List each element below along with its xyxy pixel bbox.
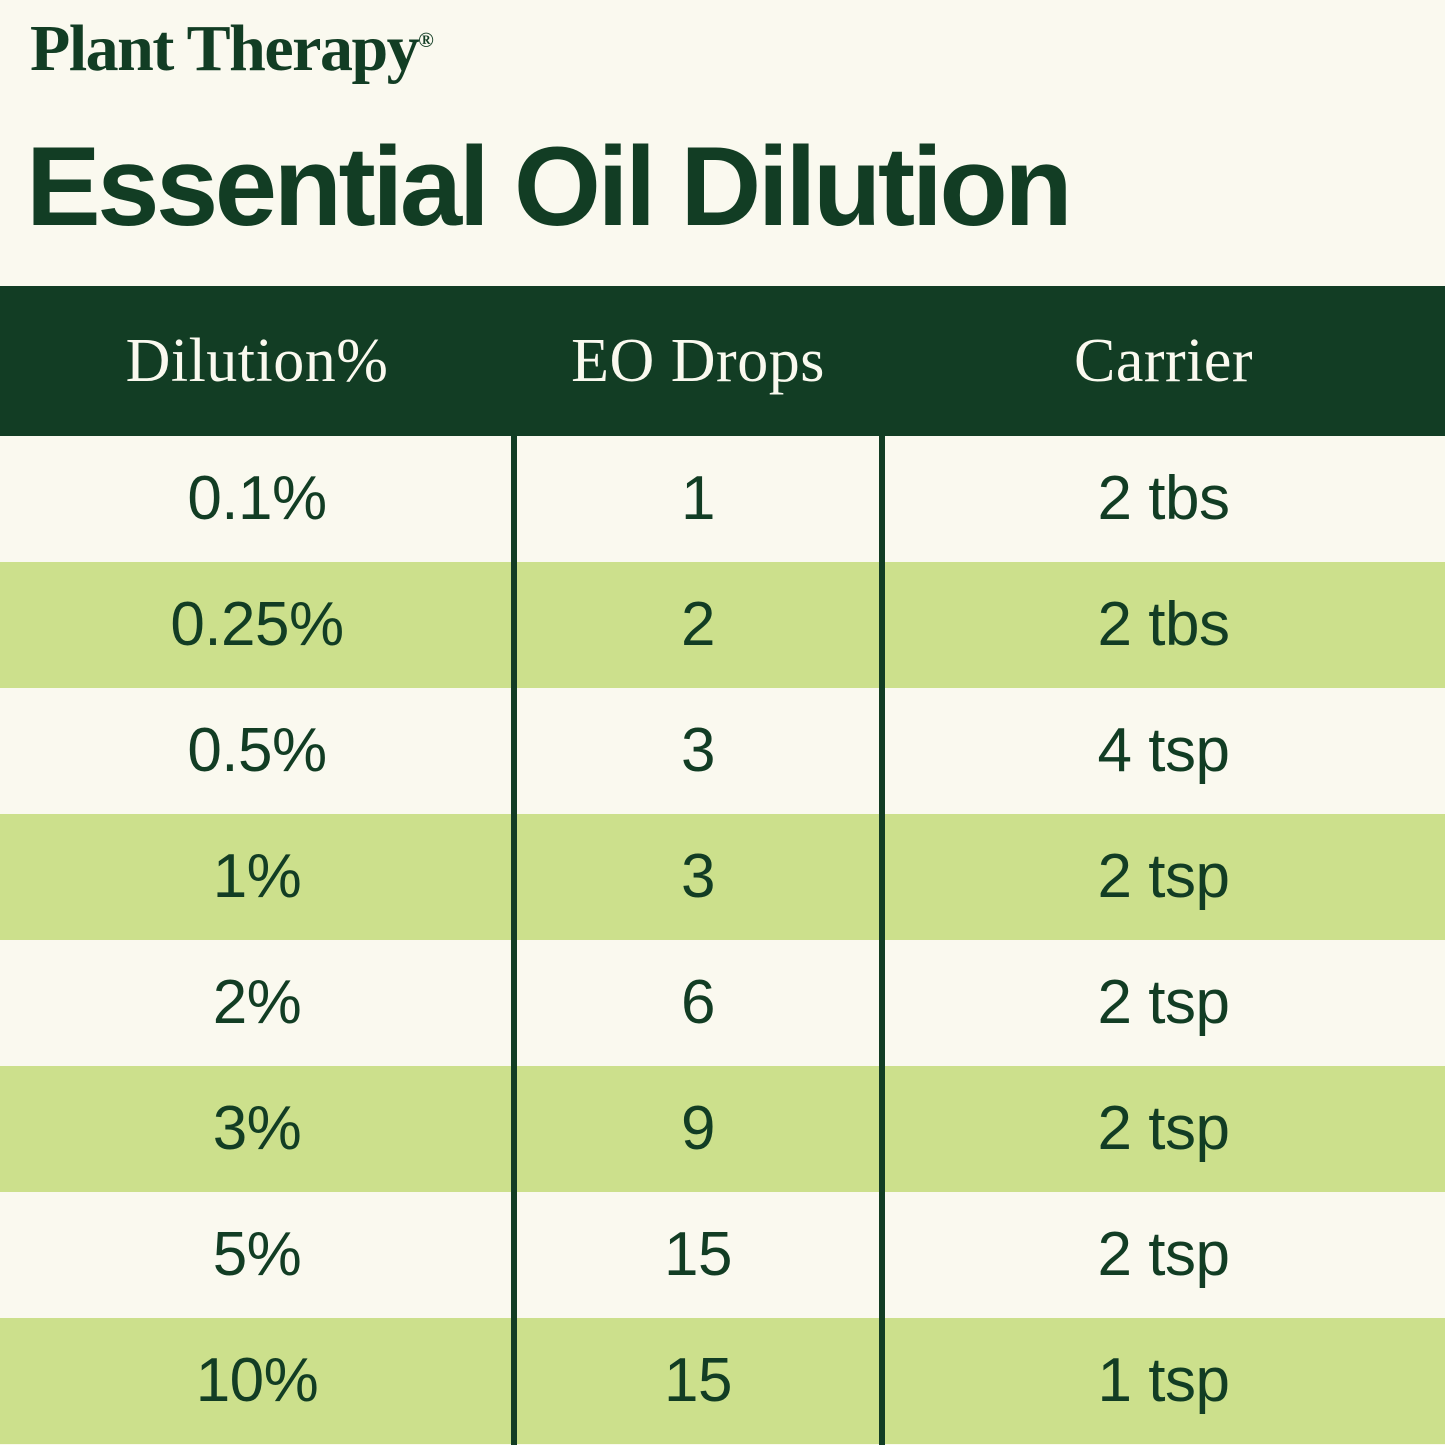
cell-eo-drops: 1	[681, 464, 715, 533]
table-row: 3% 9 2 tsp	[0, 1066, 1445, 1192]
cell-carrier: 2 tbs	[1097, 590, 1230, 659]
cell-carrier: 2 tbs	[1097, 464, 1230, 533]
column-header-carrier: Carrier	[1073, 327, 1254, 395]
cell-carrier: 4 tsp	[1097, 716, 1230, 785]
cell-dilution: 0.25%	[170, 590, 344, 659]
column-header-dilution: Dilution%	[125, 327, 389, 395]
cell-carrier: 2 tsp	[1097, 968, 1230, 1037]
cell-eo-drops: 2	[681, 590, 715, 659]
cell-eo-drops: 15	[664, 1346, 732, 1415]
table-row: 0.5% 3 4 tsp	[0, 688, 1445, 814]
cell-carrier: 2 tsp	[1097, 842, 1230, 911]
table-row: 1% 3 2 tsp	[0, 814, 1445, 940]
cell-eo-drops: 6	[681, 968, 715, 1037]
cell-eo-drops: 3	[681, 716, 715, 785]
page-title: Essential Oil Dilution	[26, 124, 1073, 249]
cell-dilution: 5%	[212, 1220, 302, 1289]
brand-logo: Plant Therapy®	[30, 16, 434, 82]
table-row: 10% 15 1 tsp	[0, 1318, 1445, 1444]
cell-eo-drops: 3	[681, 842, 715, 911]
table-row: 2% 6 2 tsp	[0, 940, 1445, 1066]
cell-dilution: 10%	[195, 1346, 319, 1415]
cell-carrier: 1 tsp	[1097, 1346, 1230, 1415]
table-row: 0.25% 2 2 tbs	[0, 562, 1445, 688]
table-row: 0.1% 1 2 tbs	[0, 436, 1445, 562]
cell-dilution: 1%	[212, 842, 302, 911]
registered-trademark-icon: ®	[418, 28, 434, 52]
cell-carrier: 2 tsp	[1097, 1220, 1230, 1289]
table-body: 0.1% 1 2 tbs 0.25% 2 2 tbs 0.5% 3 4 tsp …	[0, 436, 1445, 1444]
cell-dilution: 0.1%	[187, 464, 327, 533]
column-header-eo-drops: EO Drops	[571, 327, 825, 395]
cell-dilution: 0.5%	[187, 716, 327, 785]
cell-eo-drops: 9	[681, 1094, 715, 1163]
cell-eo-drops: 15	[664, 1220, 732, 1289]
cell-carrier: 2 tsp	[1097, 1094, 1230, 1163]
table-header-row: Dilution% EO Drops Carrier	[0, 286, 1445, 436]
cell-dilution: 3%	[212, 1094, 302, 1163]
table-row: 5% 15 2 tsp	[0, 1192, 1445, 1318]
dilution-table: Dilution% EO Drops Carrier 0.1% 1 2 tbs …	[0, 286, 1445, 1445]
brand-name: Plant Therapy	[30, 12, 420, 85]
cell-dilution: 2%	[212, 968, 302, 1037]
